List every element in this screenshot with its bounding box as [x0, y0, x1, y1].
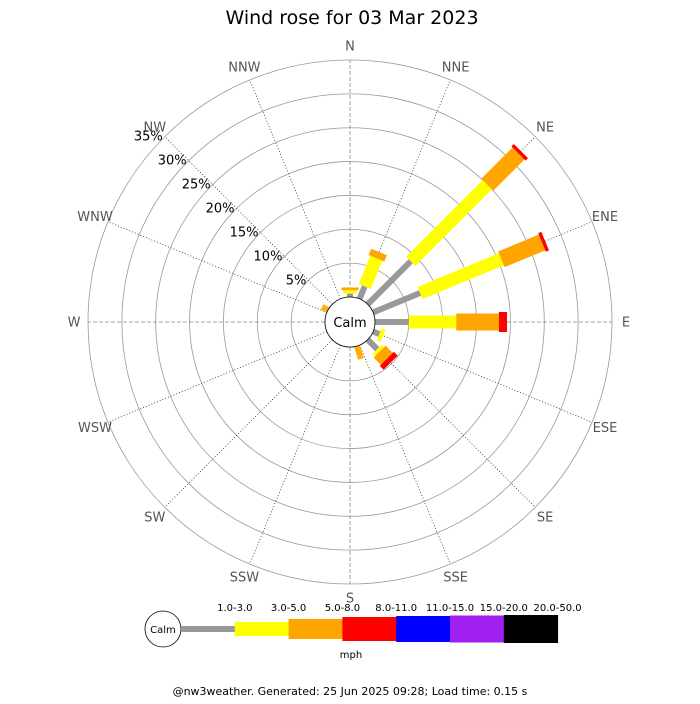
bar-e-5.0-8.0	[456, 313, 499, 331]
legend-swatch-15.0-20.0	[450, 615, 505, 643]
bar-se-3.0-5.0	[372, 344, 385, 357]
bar-e-3.0-5.0	[408, 315, 457, 329]
legend-label-5.0-8.0: 5.0-8.0	[325, 603, 360, 614]
speed-legend: Calm 1.0-3.0 3.0-5.0 5.0-8.0 8.0-11.0 11.0-15…	[144, 603, 582, 648]
direction-label-w: W	[68, 316, 81, 331]
bar-ene-5.0-8.0	[498, 234, 546, 268]
direction-label-nnw: NNW	[228, 61, 260, 76]
bar-ene-1.0-3.0	[371, 290, 422, 316]
radial-tick-label: 30%	[158, 154, 187, 169]
bar-n-1.0-3.0	[347, 293, 353, 297]
radial-tick-label: 10%	[254, 249, 283, 264]
bar-ne-3.0-5.0	[406, 180, 492, 266]
direction-label-ssw: SSW	[230, 570, 260, 585]
legend-swatch-8.0-11.0	[342, 617, 397, 641]
direction-label-e: E	[622, 316, 630, 331]
direction-label-sw: SW	[144, 511, 165, 526]
bar-ene-8.0-11.0	[538, 231, 549, 252]
spoke-wnw	[107, 221, 328, 313]
legend-calm-label: Calm	[150, 625, 176, 636]
spoke-ese	[372, 331, 593, 423]
legend-label-1.0-3.0: 1.0-3.0	[217, 603, 252, 614]
direction-label-ne: NE	[536, 120, 554, 135]
legend-swatch-5.0-8.0	[288, 619, 343, 639]
radial-tick-label: 5%	[286, 273, 307, 288]
bar-ese-3.0-5.0	[376, 328, 386, 342]
legend-swatch-20.0-50.0	[503, 615, 559, 643]
spoke-wsw	[107, 331, 328, 423]
spoke-nnw	[249, 79, 341, 300]
direction-label-ene: ENE	[592, 210, 618, 225]
bar-ne-8.0-11.0	[511, 144, 528, 161]
radial-tick-label: 15%	[230, 226, 259, 241]
bar-nne-1.0-3.0	[356, 285, 368, 301]
bar-wnw-minor	[320, 304, 330, 313]
bar-nne-5.0-8.0	[368, 248, 387, 262]
bar-n-5.0-8.0	[341, 287, 359, 291]
direction-label-sse: SSE	[443, 570, 468, 585]
legend-label-8.0-11.0: 8.0-11.0	[375, 603, 417, 614]
bar-se-5.0-8.0	[373, 345, 393, 365]
legend-swatch-1.0-3.0	[181, 626, 236, 632]
radial-tick-label: 25%	[182, 178, 211, 193]
spoke-nw	[164, 136, 333, 305]
bar-ne-5.0-8.0	[481, 147, 525, 191]
bar-nne-3.0-5.0	[358, 255, 383, 289]
direction-labels: N NNE NE ENE E ESE SE SSE S SSW SW WSW W WNW NW NNW	[68, 40, 631, 607]
legend-label-20.0-50.0: 20.0-50.0	[534, 603, 582, 614]
direction-label-nne: NNE	[442, 61, 470, 76]
spoke-ssw	[249, 344, 341, 565]
direction-label-n: N	[345, 40, 355, 55]
direction-label-s: S	[346, 592, 354, 607]
direction-label-wsw: WSW	[78, 421, 112, 436]
calm-label: Calm	[333, 316, 366, 331]
direction-label-wnw: WNW	[77, 210, 113, 225]
radial-tick-labels: 5%10% 15% 20% 25% 30% 35%	[134, 130, 307, 289]
bar-ne-1.0-3.0	[365, 259, 413, 307]
radial-tick-label: 20%	[206, 202, 235, 217]
bar-n-3.0-5.0	[343, 290, 357, 294]
bar-ese-1.0-3.0	[371, 328, 381, 337]
bar-e-1.0-3.0	[375, 319, 409, 325]
direction-label-nw: NW	[144, 120, 167, 135]
legend-swatch-3.0-5.0	[234, 622, 290, 636]
bar-sse-minor	[354, 345, 364, 360]
legend-label-15.0-20.0: 15.0-20.0	[480, 603, 528, 614]
spoke-sw	[164, 339, 333, 508]
bar-se-8.0-11.0	[379, 351, 398, 370]
spoke-sse	[359, 344, 451, 565]
bar-ene-3.0-5.0	[417, 253, 504, 300]
radial-ring	[121, 93, 579, 551]
legend-label-3.0-5.0: 3.0-5.0	[271, 603, 306, 614]
legend-unit: mph	[340, 650, 362, 661]
radial-tick-label: 35%	[134, 130, 163, 145]
spoke-se	[367, 339, 536, 508]
bar-se-1.0-3.0	[365, 337, 380, 352]
direction-label-se: SE	[537, 511, 553, 526]
wind-bars	[320, 144, 549, 370]
calm-circle	[324, 296, 376, 348]
legend-label-11.0-15.0: 11.0-15.0	[426, 603, 474, 614]
legend-swatch-11.0-15.0	[396, 616, 451, 642]
direction-label-ese: ESE	[593, 421, 618, 436]
footer-text: @nw3weather. Generated: 25 Jun 2025 09:2…	[173, 685, 528, 698]
bar-e-8.0-11.0	[498, 312, 508, 332]
chart-title: Wind rose for 03 Mar 2023	[225, 7, 478, 29]
